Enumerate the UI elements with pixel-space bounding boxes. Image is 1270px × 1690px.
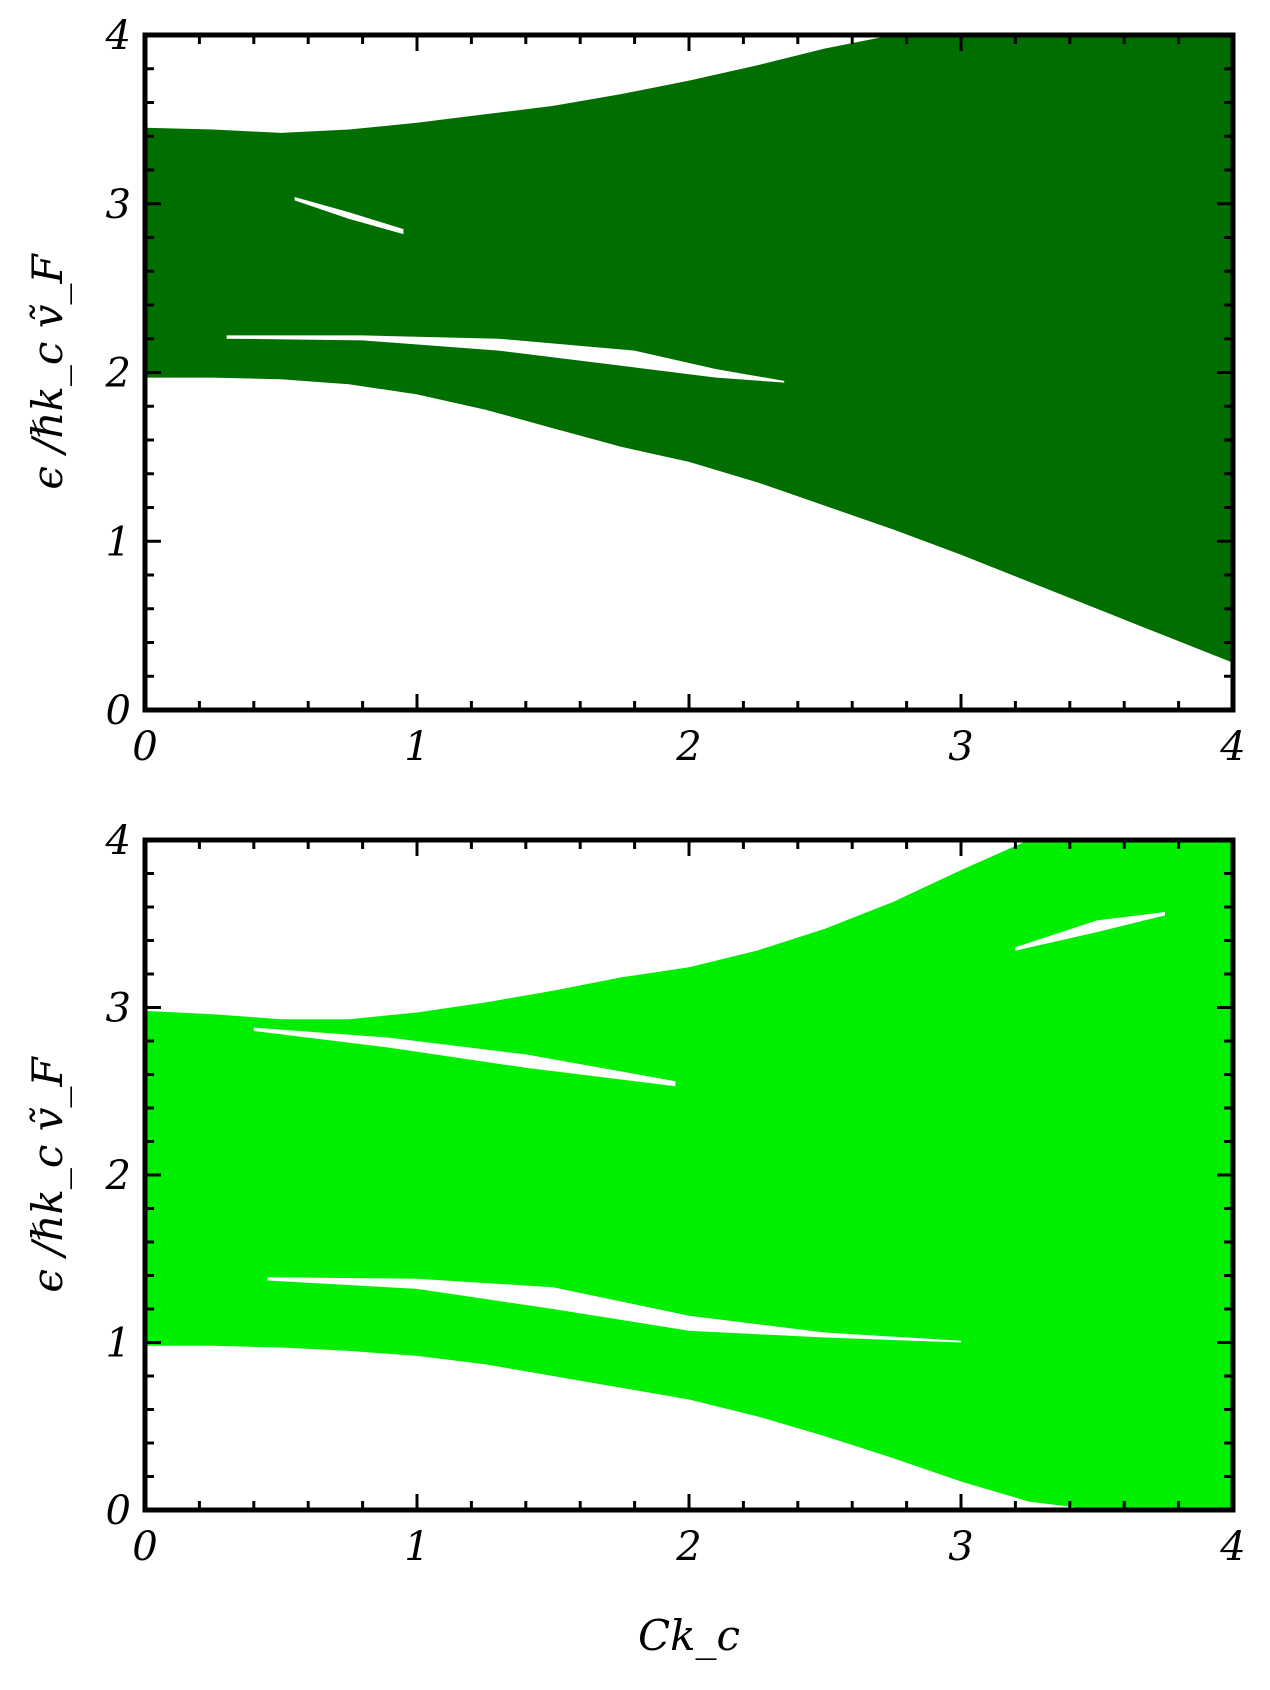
band-area-0 [145,840,1233,1510]
x-axis-label: Ck_c [638,1611,740,1660]
band-gap-0 [226,335,785,383]
y-tick-label: 2 [105,351,131,397]
x-tick-label: 0 [132,1524,157,1570]
y-tick-label: 3 [106,182,131,228]
band-area-0 [145,35,1233,663]
x-tick-label: 2 [675,1524,701,1570]
x-tick-label: 0 [132,724,157,770]
y-axis-label: ϵ /ℏk_c ṽ_F [23,253,72,490]
y-tick-label: 1 [106,519,131,565]
band-gap-1 [253,1027,676,1087]
y-tick-label: 1 [106,1321,131,1367]
y-axis-label: ϵ /ℏk_c ṽ_F [23,1056,72,1293]
x-tick-label: 3 [948,1524,973,1570]
y-tick-label: 3 [106,986,131,1032]
chart-top: 0 1 2 3 4 0 1 2 3 4 ϵ /ℏk_c ṽ_F [23,13,1246,770]
band-gap-0 [267,1277,961,1343]
y-tick-label: 4 [105,818,131,864]
x-tick-label: 2 [675,724,701,770]
chart-bottom: 0 1 2 3 4 0 1 2 3 4 ϵ /ℏk_c ṽ_F Ck_c [23,818,1246,1660]
x-tick-label: 4 [1219,1524,1245,1570]
band-gap-2 [1015,912,1165,951]
x-tick-label: 3 [948,724,973,770]
y-tick-label: 2 [105,1153,131,1199]
y-tick-label: 0 [106,1488,131,1534]
band-gap-1 [294,197,404,235]
x-tick-label: 1 [404,1524,429,1570]
y-tick-label: 4 [105,13,131,59]
x-tick-label: 4 [1219,724,1245,770]
y-tick-label: 0 [106,688,131,734]
x-tick-label: 1 [404,724,429,770]
